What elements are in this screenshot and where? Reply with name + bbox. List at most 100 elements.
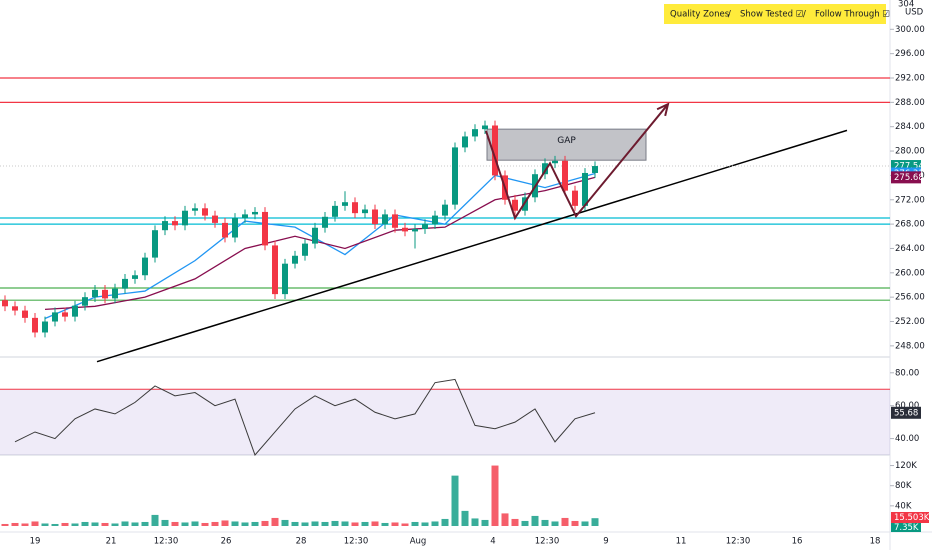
- candle-body: [32, 317, 38, 333]
- x-tick-label: 12:30: [344, 537, 369, 547]
- volume-bar: [521, 520, 529, 526]
- y-tick-label: 268.00: [895, 220, 925, 230]
- candle-body: [112, 288, 118, 299]
- volume-bar: [341, 521, 349, 526]
- candle-body: [422, 224, 428, 229]
- volume-bar: [451, 475, 459, 526]
- volume-bar: [1, 523, 9, 526]
- y-tick-label: 296.00: [895, 49, 925, 59]
- candle-body: [242, 214, 248, 219]
- candle-body: [252, 211, 258, 215]
- volume-bar: [191, 521, 199, 526]
- volume-bar: [111, 523, 119, 526]
- volume-label: 15.503K: [894, 513, 930, 523]
- arrow-path: [485, 103, 669, 221]
- arrow-head: [656, 102, 670, 117]
- rsi-tick-label: 80.00: [895, 368, 919, 378]
- candle-body: [282, 263, 288, 295]
- volume-ma-bg: [891, 523, 921, 532]
- candle-body: [272, 245, 278, 295]
- ma-label-bg: [891, 171, 921, 184]
- volume-bar: [251, 521, 259, 526]
- candle-body: [342, 202, 348, 206]
- candle-body: [232, 218, 238, 238]
- volume-bar: [381, 522, 389, 526]
- x-tick-label: 4: [490, 537, 495, 547]
- toolbar-item: /: [728, 10, 731, 20]
- volume-bar: [471, 518, 479, 526]
- candle-body: [332, 205, 338, 217]
- y-tick-label: 284.00: [895, 122, 925, 132]
- candle-body: [312, 227, 318, 244]
- volume-bar: [541, 519, 549, 526]
- volume-bar: [431, 521, 439, 526]
- candle-body: [302, 243, 308, 256]
- candle-body: [222, 222, 228, 238]
- volume-bar: [591, 518, 599, 526]
- candle-body: [412, 228, 418, 232]
- x-tick-label: 16: [792, 537, 803, 547]
- candle-body: [212, 215, 218, 223]
- candle-body: [542, 163, 548, 175]
- volume-bar: [401, 523, 409, 526]
- x-tick-label: 12:30: [535, 537, 560, 547]
- toolbar-bg: [664, 4, 886, 24]
- volume-bar: [311, 521, 319, 526]
- candle-body: [582, 172, 588, 206]
- y-tick-label: 264.00: [895, 244, 925, 254]
- volume-bar: [551, 521, 559, 526]
- volume-bar: [211, 521, 219, 526]
- toolbar-item: Show Tested ☑: [740, 10, 803, 20]
- candle-body: [592, 166, 598, 173]
- candle-body: [152, 230, 158, 258]
- volume-bar: [261, 520, 269, 526]
- candle-body: [72, 305, 78, 317]
- ma-label: 275.68: [894, 173, 924, 183]
- trendline: [96, 129, 848, 363]
- volume-bar: [171, 521, 179, 526]
- candle-body: [572, 190, 578, 206]
- x-tick-label: 19: [30, 537, 41, 547]
- volume-bar: [201, 522, 209, 526]
- volume-bar: [421, 522, 429, 526]
- volume-bar: [291, 521, 299, 526]
- candle-body: [182, 210, 188, 226]
- x-tick-label: 18: [870, 537, 881, 547]
- candle-body: [512, 199, 518, 211]
- volume-bar: [271, 517, 279, 526]
- partial-tick: 304: [898, 0, 914, 10]
- y-tick-label: 252.00: [895, 317, 925, 327]
- volume-bar: [241, 522, 249, 526]
- volume-bar: [481, 519, 489, 526]
- x-tick-label: 12:30: [726, 537, 751, 547]
- candle-body: [52, 312, 58, 322]
- gap-box: [486, 128, 647, 161]
- y-tick-label: 260.00: [895, 268, 925, 278]
- volume-tick-label: 80K: [895, 481, 912, 491]
- candle-body: [492, 125, 498, 176]
- rsi-band: [0, 389, 890, 455]
- volume-bar: [331, 520, 339, 526]
- volume-bar: [361, 521, 369, 526]
- volume-bar: [31, 521, 39, 526]
- candle-body: [162, 221, 168, 231]
- volume-label-bg: [891, 512, 929, 523]
- toolbar-item: /: [803, 10, 806, 20]
- volume-ma-label: 7.35K: [894, 523, 919, 533]
- candle-body: [482, 125, 488, 130]
- x-tick-label: 12:30: [154, 537, 179, 547]
- candle-body: [202, 208, 208, 216]
- candle-body: [262, 211, 268, 246]
- volume-bar: [441, 518, 449, 526]
- candle-body: [432, 215, 438, 225]
- x-tick-label: 21: [106, 537, 117, 547]
- x-tick-label: 11: [676, 537, 687, 547]
- y-tick-label: 288.00: [895, 98, 925, 108]
- volume-bar: [221, 520, 229, 526]
- candle-body: [122, 278, 128, 289]
- y-tick-label: 300.00: [895, 25, 925, 35]
- candle-body: [452, 147, 458, 205]
- candle-body: [372, 209, 378, 225]
